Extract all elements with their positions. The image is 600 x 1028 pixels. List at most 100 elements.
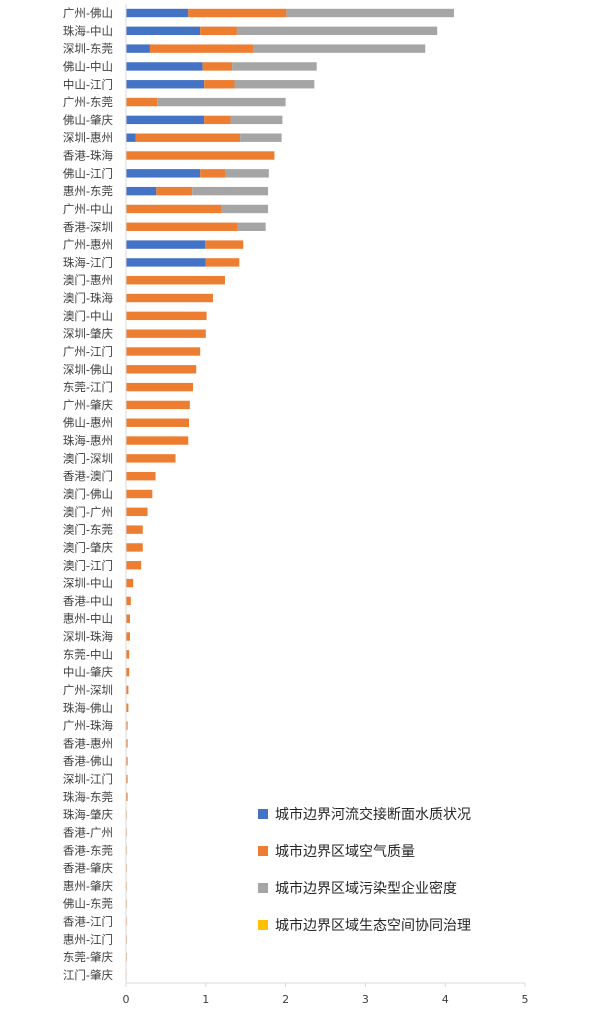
category-label: 广州-深圳 (63, 683, 113, 697)
bar-segment-2-佛山-肇庆 (204, 115, 231, 125)
bar-segment-3-佛山-肇庆 (230, 115, 283, 125)
legend-swatch-2 (258, 846, 268, 856)
category-label: 广州-肇庆 (63, 398, 114, 412)
category-label: 佛山-中山 (63, 59, 113, 73)
legend-label-1: 城市边界河流交接断面水质状况 (275, 806, 471, 823)
category-label: 澳门-江门 (63, 558, 113, 572)
bar-segment-1-深圳-惠州 (126, 133, 136, 142)
legend-swatch-4 (258, 920, 268, 930)
bar-segment-2-广州-深圳 (126, 685, 129, 695)
bar-segment-2-澳门-东莞 (126, 525, 143, 534)
bar-segment-3-佛山-江门 (225, 169, 269, 178)
category-label: 澳门-东莞 (63, 523, 113, 537)
bar-segment-2-中山-江门 (204, 80, 235, 89)
bar-segment-2-澳门-广州 (126, 507, 148, 517)
bar-segment-2-中山-肇庆 (126, 667, 130, 677)
legend: 城市边界河流交接断面水质状况城市边界区域空气质量城市边界区域污染型企业密度城市边… (258, 806, 471, 934)
bar-segment-2-澳门-江门 (126, 561, 142, 570)
bar-segment-2-澳门-肇庆 (126, 543, 143, 552)
bar-segment-2-珠海-江门 (205, 258, 240, 267)
category-label: 香港-佛山 (63, 754, 113, 768)
category-label: 香港-肇庆 (63, 861, 114, 875)
bar-segment-3-广州-东莞 (157, 97, 286, 107)
category-label: 佛山-东莞 (63, 897, 113, 911)
legend-swatch-1 (258, 809, 268, 819)
bar-segment-2-珠海-中山 (200, 26, 237, 36)
category-label: 江门-肇庆 (63, 968, 114, 982)
category-label: 珠海-中山 (63, 24, 113, 38)
category-label: 佛山-惠州 (63, 416, 113, 430)
bar-segment-2-香港-澳门 (126, 471, 156, 481)
category-label: 珠海-江门 (63, 255, 113, 269)
bar-segment-2-深圳-惠州 (135, 133, 241, 142)
category-label: 东莞-肇庆 (63, 950, 114, 964)
bar-segment-2-香港-珠海 (126, 151, 275, 160)
category-label: 广州-东莞 (63, 95, 113, 109)
category-label: 珠海-佛山 (63, 701, 113, 715)
category-label: 中山-肇庆 (63, 665, 114, 679)
bar-segment-2-香港-佛山 (126, 757, 128, 766)
bar-segment-2-广州-肇庆 (126, 400, 190, 410)
category-label: 珠海-东莞 (63, 790, 113, 804)
bar-segment-2-惠州-东莞 (156, 186, 193, 196)
category-label: 香港-惠州 (63, 736, 113, 750)
bar-segment-1-佛山-中山 (126, 62, 203, 71)
x-tick-label: 0 (123, 993, 130, 1006)
bar-segment-3-惠州-东莞 (192, 186, 269, 196)
x-tick-label: 1 (202, 993, 209, 1006)
category-label: 澳门-中山 (63, 309, 113, 323)
bar-segment-2-澳门-中山 (126, 311, 207, 321)
bar-segment-2-佛山-惠州 (126, 418, 190, 427)
bar-segment-2-珠海-东莞 (126, 792, 128, 802)
x-tick-label: 2 (282, 993, 289, 1006)
category-label: 深圳-肇庆 (63, 327, 114, 341)
bar-segment-1-深圳-东莞 (126, 44, 150, 53)
bar-segment-1-广州-佛山 (126, 8, 189, 18)
bar-segment-2-深圳-中山 (126, 578, 134, 588)
bar-segment-2-东莞-江门 (126, 382, 194, 392)
bar-segment-2-广州-中山 (126, 204, 222, 214)
bar-segment-1-佛山-肇庆 (126, 115, 205, 125)
bar-segment-2-香港-中山 (126, 596, 131, 606)
bar-segment-2-深圳-东莞 (149, 44, 254, 53)
bar-segment-3-香港-深圳 (237, 222, 266, 231)
bar-segment-1-广州-惠州 (126, 240, 206, 249)
category-label: 广州-惠州 (63, 238, 113, 252)
bar-segment-1-珠海-江门 (126, 258, 206, 267)
category-label: 惠州-肇庆 (63, 879, 114, 893)
bar-segment-3-广州-佛山 (286, 8, 454, 18)
category-label: 惠州-江门 (63, 932, 113, 946)
category-label: 澳门-惠州 (63, 273, 113, 287)
bar-segment-2-香港-深圳 (126, 222, 238, 231)
category-label: 广州-珠海 (63, 719, 114, 733)
bar-segment-2-广州-珠海 (126, 721, 128, 730)
category-label: 惠州-中山 (63, 612, 113, 626)
category-label: 深圳-珠海 (63, 630, 114, 644)
bar-segment-2-深圳-肇庆 (126, 329, 206, 338)
bar-segment-2-佛山-江门 (200, 169, 226, 178)
bar-segment-3-广州-中山 (221, 204, 269, 214)
bar-segment-2-广州-佛山 (188, 8, 287, 18)
bar-segment-2-惠州-中山 (126, 614, 130, 623)
category-label: 深圳-佛山 (63, 362, 113, 376)
bar-segment-1-惠州-东莞 (126, 186, 157, 196)
bar-segment-3-珠海-中山 (236, 26, 438, 36)
category-label: 珠海-惠州 (63, 434, 113, 448)
category-label: 佛山-江门 (63, 166, 113, 180)
legend-swatch-3 (258, 883, 268, 893)
category-label: 深圳-中山 (63, 576, 113, 590)
category-label: 东莞-中山 (63, 647, 113, 661)
bar-segment-3-中山-江门 (234, 80, 315, 89)
bar-segment-3-深圳-东莞 (253, 44, 426, 53)
category-label: 广州-佛山 (63, 6, 113, 20)
bar-segment-2-澳门-珠海 (126, 293, 213, 303)
bar-segment-2-澳门-佛山 (126, 489, 153, 499)
bar-segment-2-东莞-中山 (126, 650, 130, 659)
category-label: 香港-江门 (63, 915, 113, 929)
x-tick-label: 4 (442, 993, 449, 1006)
category-labels-layer: 广州-佛山珠海-中山深圳-东莞佛山-中山中山-江门广州-东莞佛山-肇庆深圳-惠州… (63, 6, 114, 982)
category-label: 澳门-珠海 (63, 291, 114, 305)
category-label: 香港-深圳 (63, 220, 113, 234)
category-label: 澳门-肇庆 (63, 540, 114, 554)
